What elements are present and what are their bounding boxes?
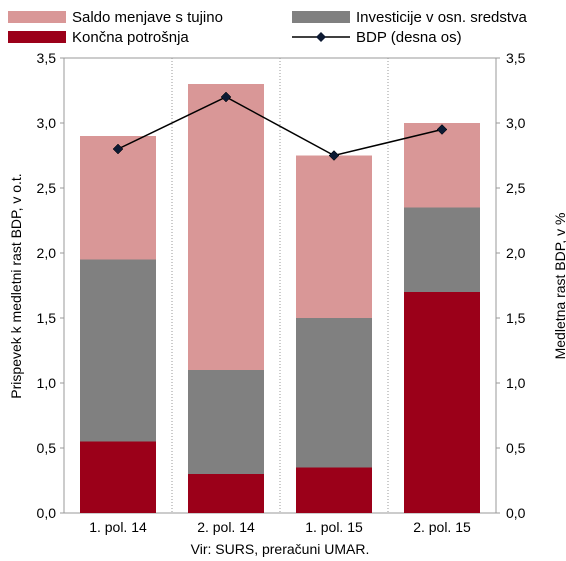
y-tick-label: 3,0 [37, 115, 57, 131]
y2-tick-label: 0,5 [506, 440, 526, 456]
plot-frame [63, 57, 497, 514]
legend-label-investicije: Investicije v osn. sredstva [356, 9, 528, 26]
y-tick-label: 3,5 [37, 50, 57, 66]
y2-tick-label: 2,5 [506, 180, 526, 196]
y2-tick-label: 0,0 [506, 505, 526, 521]
x-tick-label: 2. pol. 14 [197, 519, 255, 535]
y-tick-label: 2,5 [37, 180, 57, 196]
legend-marker-bdp [316, 32, 326, 42]
bar-segment-saldo [404, 123, 480, 208]
bdp-point [436, 124, 448, 135]
legend-swatch-investicije [292, 11, 350, 23]
y-tick-label: 0,0 [37, 505, 57, 521]
bar-segment-investicije [404, 207, 480, 292]
bar-segment-saldo [80, 136, 156, 260]
y2-axis-title: Medletna rast BDP, v % [552, 213, 566, 360]
bdp-point [220, 91, 232, 103]
y2-axis-ticks: 0,0 0,5 1,0 1,5 2,0 2,5 3,0 3,5 [496, 50, 526, 521]
legend-label-koncna: Končna potrošnja [72, 29, 189, 46]
bars [80, 84, 480, 513]
bar-segment-saldo [296, 155, 372, 318]
y-tick-label: 1,5 [37, 310, 57, 326]
bar-segment-investicije [296, 318, 372, 468]
x-axis-ticks: 1. pol. 14 2. pol. 14 1. pol. 15 2. pol. 15 [89, 519, 471, 535]
bar-segment-koncna [188, 474, 264, 513]
legend-swatch-koncna [8, 31, 66, 43]
bar-segment-saldo [188, 84, 264, 370]
y-axis-title: Prispevek k medletni rast BDP, v o.t. [8, 173, 24, 398]
y-axis-ticks: 0,0 0,5 1,0 1,5 2,0 2,5 3,0 3,5 [37, 50, 64, 521]
bar-segment-investicije [80, 259, 156, 442]
y2-tick-label: 3,5 [506, 50, 526, 66]
bdp-point [328, 150, 340, 161]
x-tick-label: 1. pol. 14 [89, 519, 147, 535]
grid [171, 58, 389, 513]
bar-segment-koncna [404, 292, 480, 513]
bdp-line [112, 91, 448, 161]
y2-tick-label: 1,5 [506, 310, 526, 326]
legend-label-bdp: BDP (desna os) [356, 29, 462, 46]
legend-swatch-saldo [8, 11, 66, 23]
y2-tick-label: 1,0 [506, 375, 526, 391]
bdp-line-path [117, 96, 443, 157]
bar-segment-koncna [80, 441, 156, 513]
bar-segment-investicije [188, 370, 264, 474]
y2-tick-label: 3,0 [506, 115, 526, 131]
legend-label-saldo: Saldo menjave s tujino [72, 9, 223, 26]
y-tick-label: 0,5 [37, 440, 57, 456]
source-note: Vir: SURS, preračuni UMAR. [191, 541, 370, 557]
bar-segment-koncna [296, 467, 372, 513]
x-tick-label: 1. pol. 15 [305, 519, 363, 535]
bdp-point [112, 143, 124, 155]
x-tick-label: 2. pol. 15 [413, 519, 471, 535]
y-tick-label: 1,0 [37, 375, 57, 391]
y2-tick-label: 2,0 [506, 245, 526, 261]
legend: Saldo menjave s tujino Investicije v osn… [8, 9, 528, 46]
y-tick-label: 2,0 [37, 245, 57, 261]
